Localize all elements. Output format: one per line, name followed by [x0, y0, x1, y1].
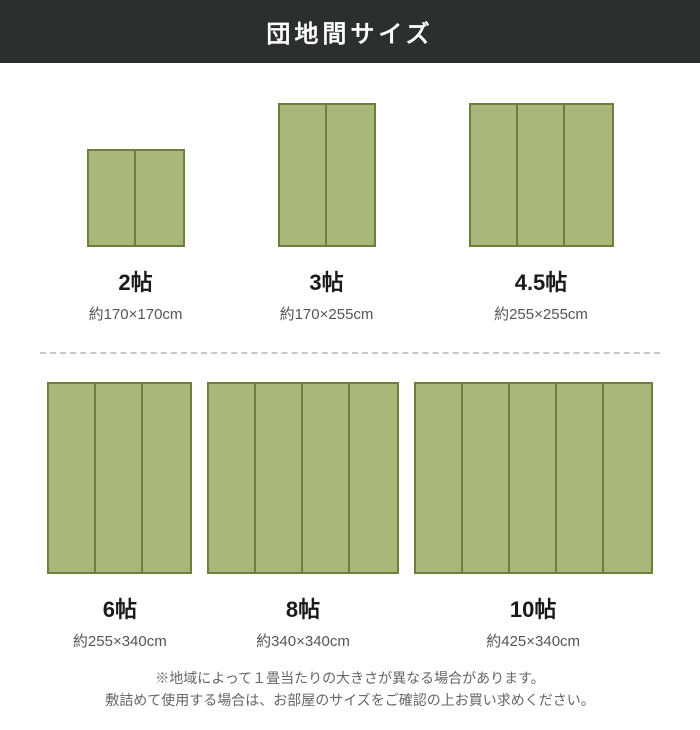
size-item-8jo: 8帖 約340×340cm — [207, 382, 399, 651]
size-row-2: 6帖 約255×340cm 8帖 約340×340cm 10帖 約425×340… — [40, 382, 660, 651]
size-label: 4.5帖 — [515, 265, 568, 297]
row-divider — [40, 352, 660, 354]
tatami-panel — [209, 384, 256, 572]
tatami-panel — [565, 105, 612, 245]
tatami-panel — [471, 105, 518, 245]
size-dimensions: 約340×340cm — [256, 630, 350, 651]
size-dimensions: 約425×340cm — [486, 630, 580, 651]
size-label: 8帖 — [286, 592, 320, 624]
mat-shape-10jo — [414, 382, 653, 574]
mat-shape-2jo — [87, 149, 185, 247]
size-item-2jo: 2帖 約170×170cm — [87, 149, 185, 324]
tatami-panel — [518, 105, 565, 245]
footnote-line-2: 敷詰めて使用する場合は、お部屋のサイズをご確認の上お買い求めください。 — [0, 689, 700, 711]
mat-shape-6jo — [47, 382, 192, 574]
tatami-panel — [89, 151, 136, 245]
tatami-panel — [510, 384, 557, 572]
tatami-panel — [350, 384, 397, 572]
size-item-10jo: 10帖 約425×340cm — [414, 382, 653, 651]
tatami-panel — [557, 384, 604, 572]
tatami-panel — [49, 384, 96, 572]
footnote-line-1: ※地域によって１畳当たりの大きさが異なる場合があります。 — [0, 667, 700, 689]
mat-shape-8jo — [207, 382, 399, 574]
size-dimensions: 約255×340cm — [73, 630, 167, 651]
tatami-panel — [96, 384, 143, 572]
tatami-panel — [256, 384, 303, 572]
tatami-panel — [327, 105, 374, 245]
size-item-3jo: 3帖 約170×255cm — [278, 103, 376, 324]
size-dimensions: 約255×255cm — [494, 303, 588, 324]
size-item-6jo: 6帖 約255×340cm — [47, 382, 192, 651]
mat-shape-3jo — [278, 103, 376, 247]
tatami-panel — [143, 384, 190, 572]
size-row-1: 2帖 約170×170cm 3帖 約170×255cm 4.5帖 約255×25… — [40, 103, 660, 324]
size-chart-content: 2帖 約170×170cm 3帖 約170×255cm 4.5帖 約255×25… — [0, 63, 700, 651]
tatami-panel — [416, 384, 463, 572]
size-item-45jo: 4.5帖 約255×255cm — [469, 103, 614, 324]
size-dimensions: 約170×170cm — [89, 303, 183, 324]
size-dimensions: 約170×255cm — [280, 303, 374, 324]
tatami-panel — [136, 151, 183, 245]
size-label: 2帖 — [118, 265, 152, 297]
tatami-panel — [604, 384, 651, 572]
size-label: 6帖 — [103, 592, 137, 624]
mat-shape-45jo — [469, 103, 614, 247]
footnotes: ※地域によって１畳当たりの大きさが異なる場合があります。 敷詰めて使用する場合は… — [0, 651, 700, 730]
tatami-panel — [280, 105, 327, 245]
size-chart-header: 団地間サイズ — [0, 0, 700, 63]
size-label: 10帖 — [510, 592, 556, 624]
tatami-panel — [303, 384, 350, 572]
size-label: 3帖 — [309, 265, 343, 297]
tatami-panel — [463, 384, 510, 572]
